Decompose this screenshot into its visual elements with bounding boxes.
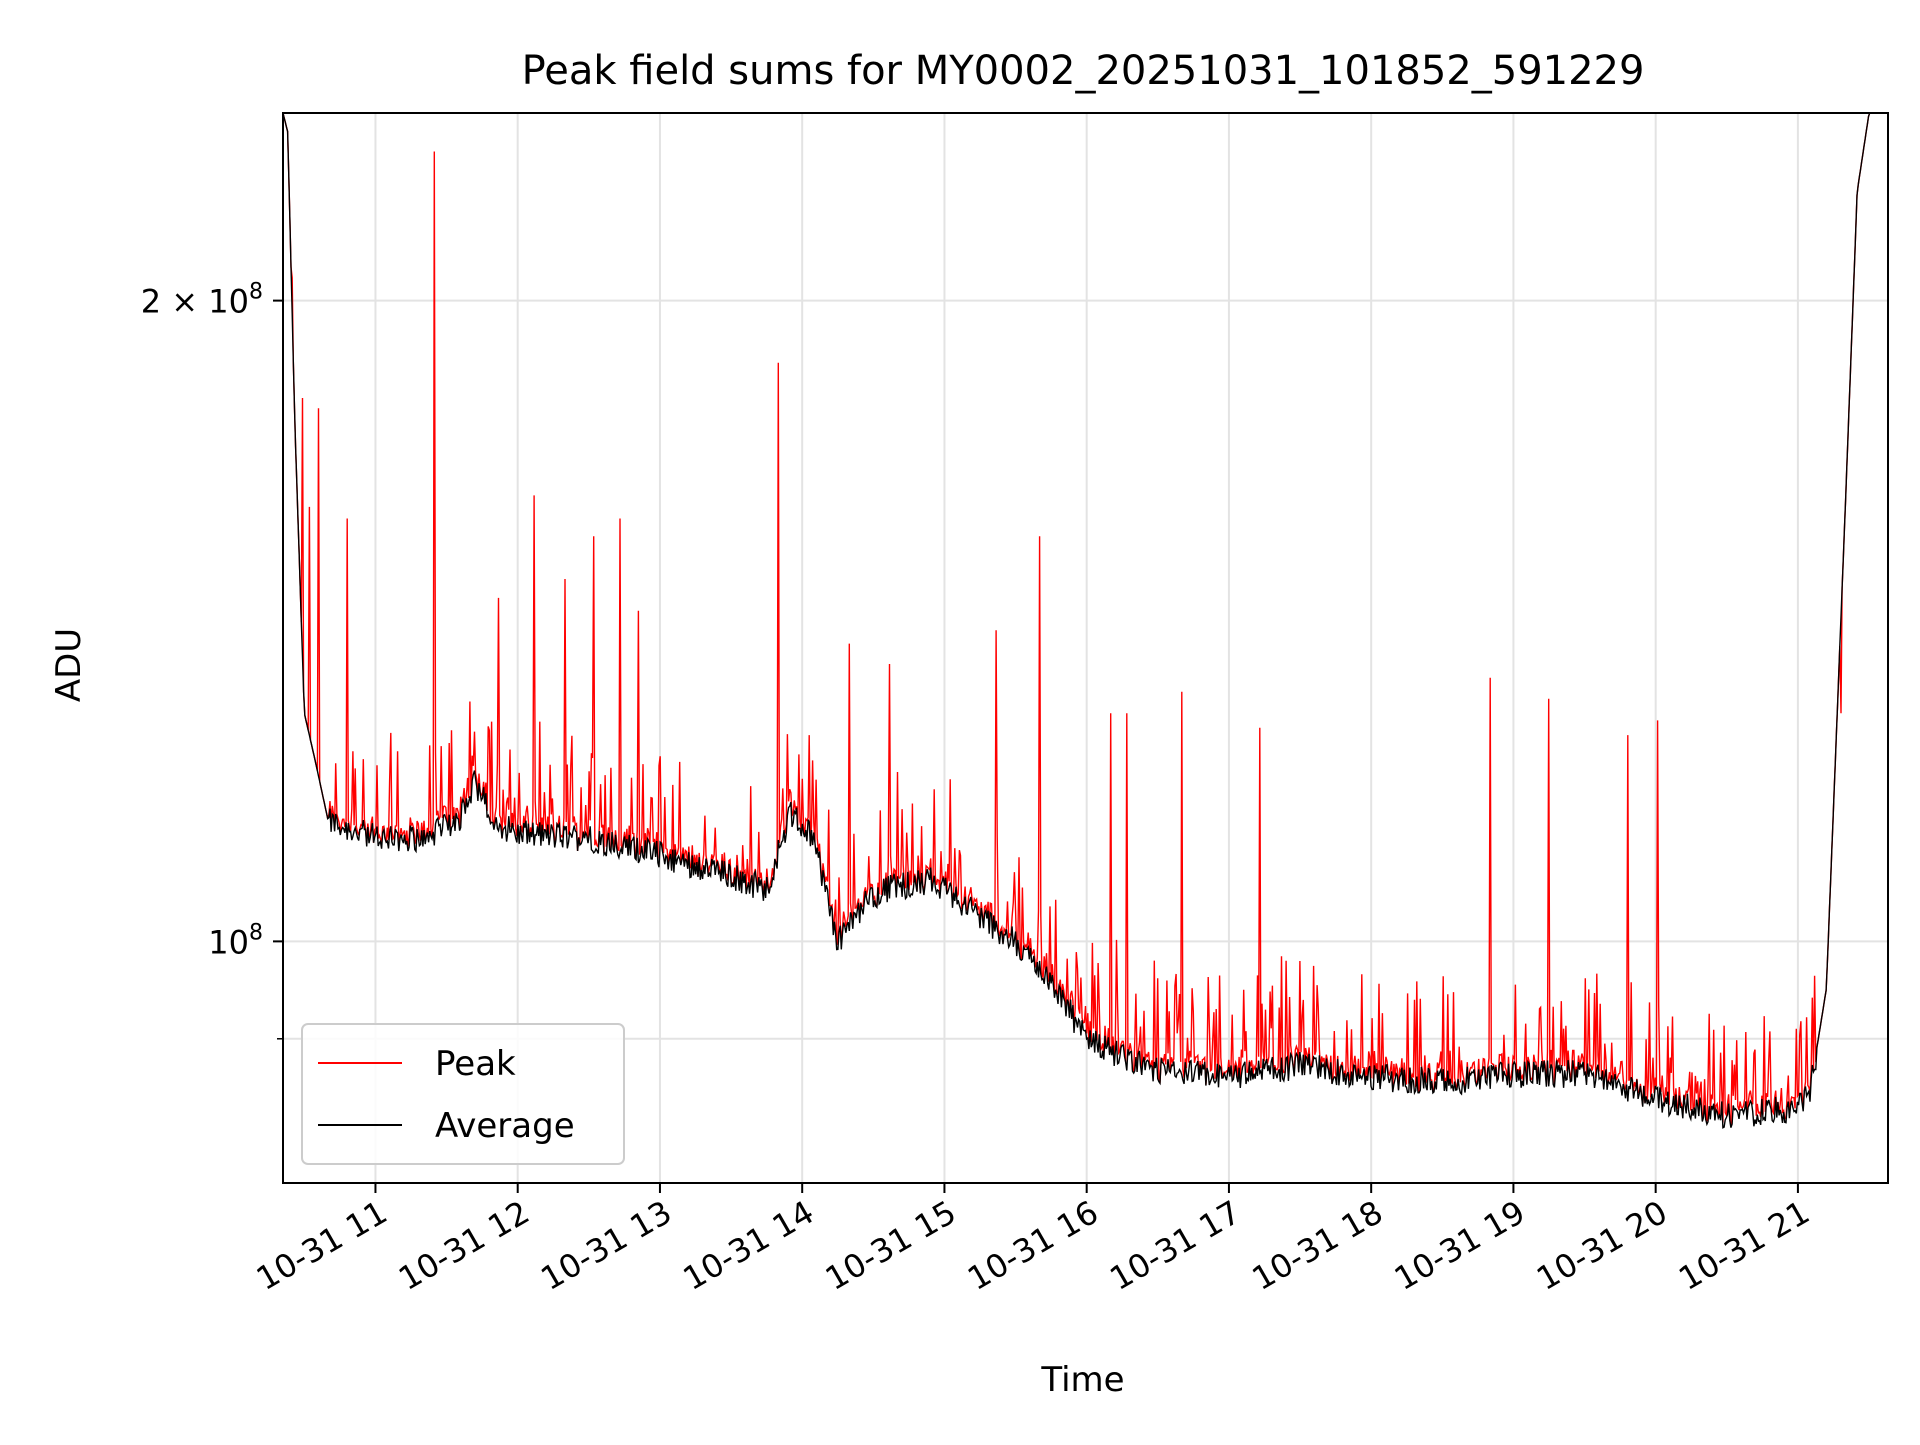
legend-label-average: Average [435, 1106, 575, 1146]
legend-box [301, 1023, 625, 1165]
grid [283, 113, 1888, 1183]
plot-frame [282, 112, 1889, 1184]
legend: Peak Average [301, 1023, 625, 1165]
y-tick-label: 108 [208, 920, 263, 961]
legend-label-peak: Peak [435, 1044, 516, 1084]
plot-area [283, 113, 1888, 1129]
chart-title: Peak field sums for MY0002_20251031_1018… [522, 48, 1645, 94]
series-line-peak [283, 113, 1888, 1127]
series-line-average [283, 113, 1888, 1129]
x-axis-label: Time [1040, 1360, 1124, 1400]
y-tick-label: 2 × 108 [141, 280, 263, 321]
y-axis-label: ADU [49, 628, 89, 702]
